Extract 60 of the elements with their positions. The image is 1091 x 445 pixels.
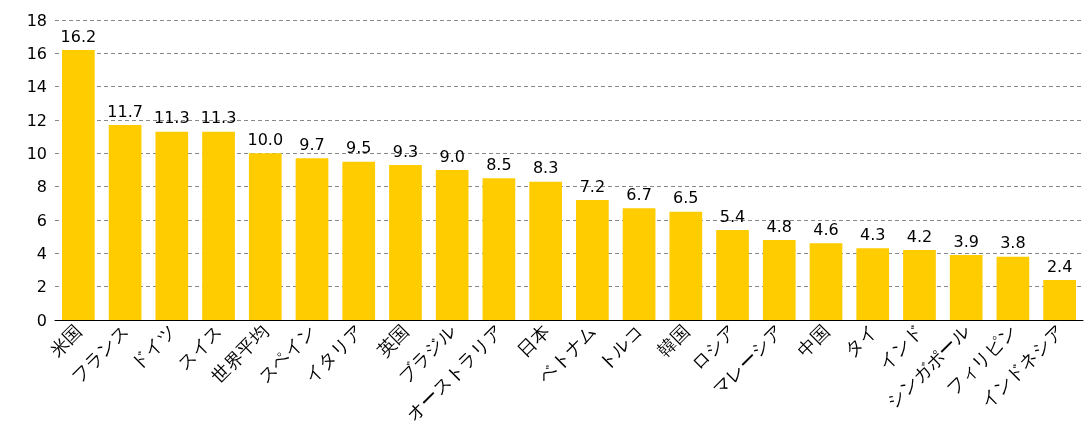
bar: [295, 158, 329, 320]
y-tick-label: 12: [26, 110, 47, 130]
bar: [435, 170, 469, 320]
data-label: 3.8: [1000, 233, 1026, 253]
bar: [108, 125, 142, 320]
bar: [482, 178, 516, 320]
data-label: 4.2: [906, 226, 933, 246]
data-label: 2.4: [1046, 256, 1073, 276]
y-tick-label: 8: [36, 177, 47, 197]
data-label: 7.2: [579, 176, 606, 196]
bar: [1043, 280, 1076, 320]
data-label: 10.0: [247, 129, 284, 149]
x-tick-label: 日本: [512, 320, 554, 361]
y-tick-label: 6: [36, 210, 47, 230]
data-label: 5.4: [719, 206, 746, 226]
x-tick-label: 英国: [372, 320, 413, 361]
bar: [248, 153, 282, 320]
data-label: 9.5: [346, 138, 372, 158]
bar: [342, 161, 376, 320]
y-tick-label: 2: [36, 277, 47, 297]
bar: [669, 211, 703, 320]
y-tick-label: 4: [36, 243, 47, 263]
bar: [389, 165, 422, 320]
bar: [576, 200, 609, 320]
bar: [762, 240, 796, 320]
y-tick-label: 18: [26, 10, 47, 30]
data-label: 6.7: [626, 184, 652, 204]
y-tick-label: 10: [26, 143, 47, 163]
data-label: 8.5: [486, 154, 512, 174]
bar: [62, 50, 95, 320]
bar: [809, 243, 843, 320]
data-label: 6.5: [673, 188, 699, 208]
bar: [622, 208, 656, 320]
data-label: 4.6: [813, 219, 839, 239]
bar: [856, 248, 890, 320]
data-label: 11.3: [200, 108, 237, 128]
y-tick-label: 16: [26, 43, 47, 63]
x-tick-label: 韓国: [652, 320, 694, 361]
data-label: 9.3: [392, 141, 419, 161]
data-label: 9.0: [439, 146, 465, 166]
data-label: 16.2: [60, 26, 97, 46]
x-tick-label: 中国: [793, 320, 834, 361]
x-tick-label: タイ: [839, 320, 881, 361]
bar: [903, 250, 936, 320]
bar: [155, 131, 189, 320]
bar: [716, 230, 749, 320]
data-label: 11.7: [107, 101, 143, 121]
bar: [202, 131, 235, 320]
data-label: 4.3: [860, 224, 886, 244]
data-label: 9.7: [299, 134, 325, 154]
bar: [529, 181, 562, 320]
bar: [996, 256, 1030, 320]
y-tick-label: 14: [26, 77, 47, 97]
data-label: 8.3: [532, 158, 559, 178]
data-label: 4.8: [766, 216, 792, 236]
bar: [949, 255, 983, 320]
data-label: 11.3: [154, 108, 190, 128]
data-label: 3.9: [953, 231, 979, 251]
x-tick-label: 米国: [45, 320, 86, 361]
y-tick-label: 0: [36, 310, 47, 330]
